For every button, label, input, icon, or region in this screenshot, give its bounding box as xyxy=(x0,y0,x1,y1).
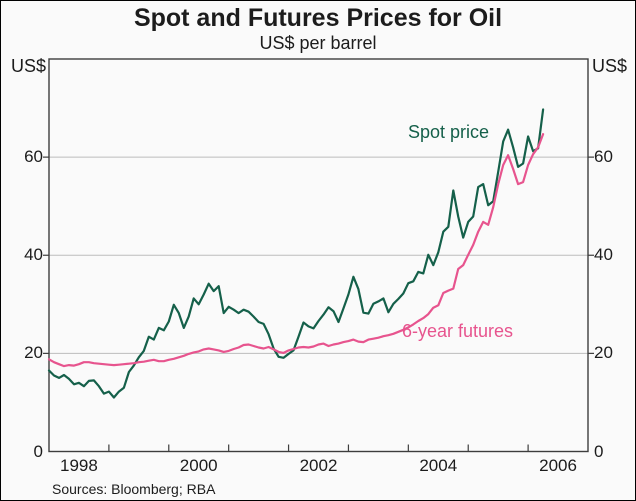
y-axis-unit-right: US$ xyxy=(592,56,628,76)
x-tick-label: 2002 xyxy=(299,456,338,475)
source-note: Sources: Bloomberg; RBA xyxy=(52,481,216,497)
y-tick-label-right: 20 xyxy=(594,343,613,363)
series-line-spot xyxy=(47,108,545,399)
x-tick-label: 1998 xyxy=(60,456,98,475)
y-tick-label-right: 40 xyxy=(594,245,613,265)
y-tick-label-left: 60 xyxy=(24,147,43,167)
chart-title: Spot and Futures Prices for Oil xyxy=(133,4,503,32)
y-tick-label-right: 0 xyxy=(594,441,604,461)
y-tick-label-right: 60 xyxy=(594,147,613,167)
y-tick-label-left: 0 xyxy=(33,441,43,461)
series-label-6-year-futures: 6-year futures xyxy=(402,321,514,341)
chart-subtitle: US$ per barrel xyxy=(259,33,377,53)
x-tick-label: 2004 xyxy=(419,456,458,475)
y-tick-label-left: 20 xyxy=(24,343,43,363)
series-line-futures xyxy=(47,133,545,368)
series-label-spot-price: Spot price xyxy=(408,122,490,142)
y-axis-unit-left: US$ xyxy=(10,56,46,76)
x-tick-label: 2006 xyxy=(539,456,577,475)
y-tick-label-left: 40 xyxy=(24,245,43,265)
x-tick-label: 2000 xyxy=(179,456,218,475)
